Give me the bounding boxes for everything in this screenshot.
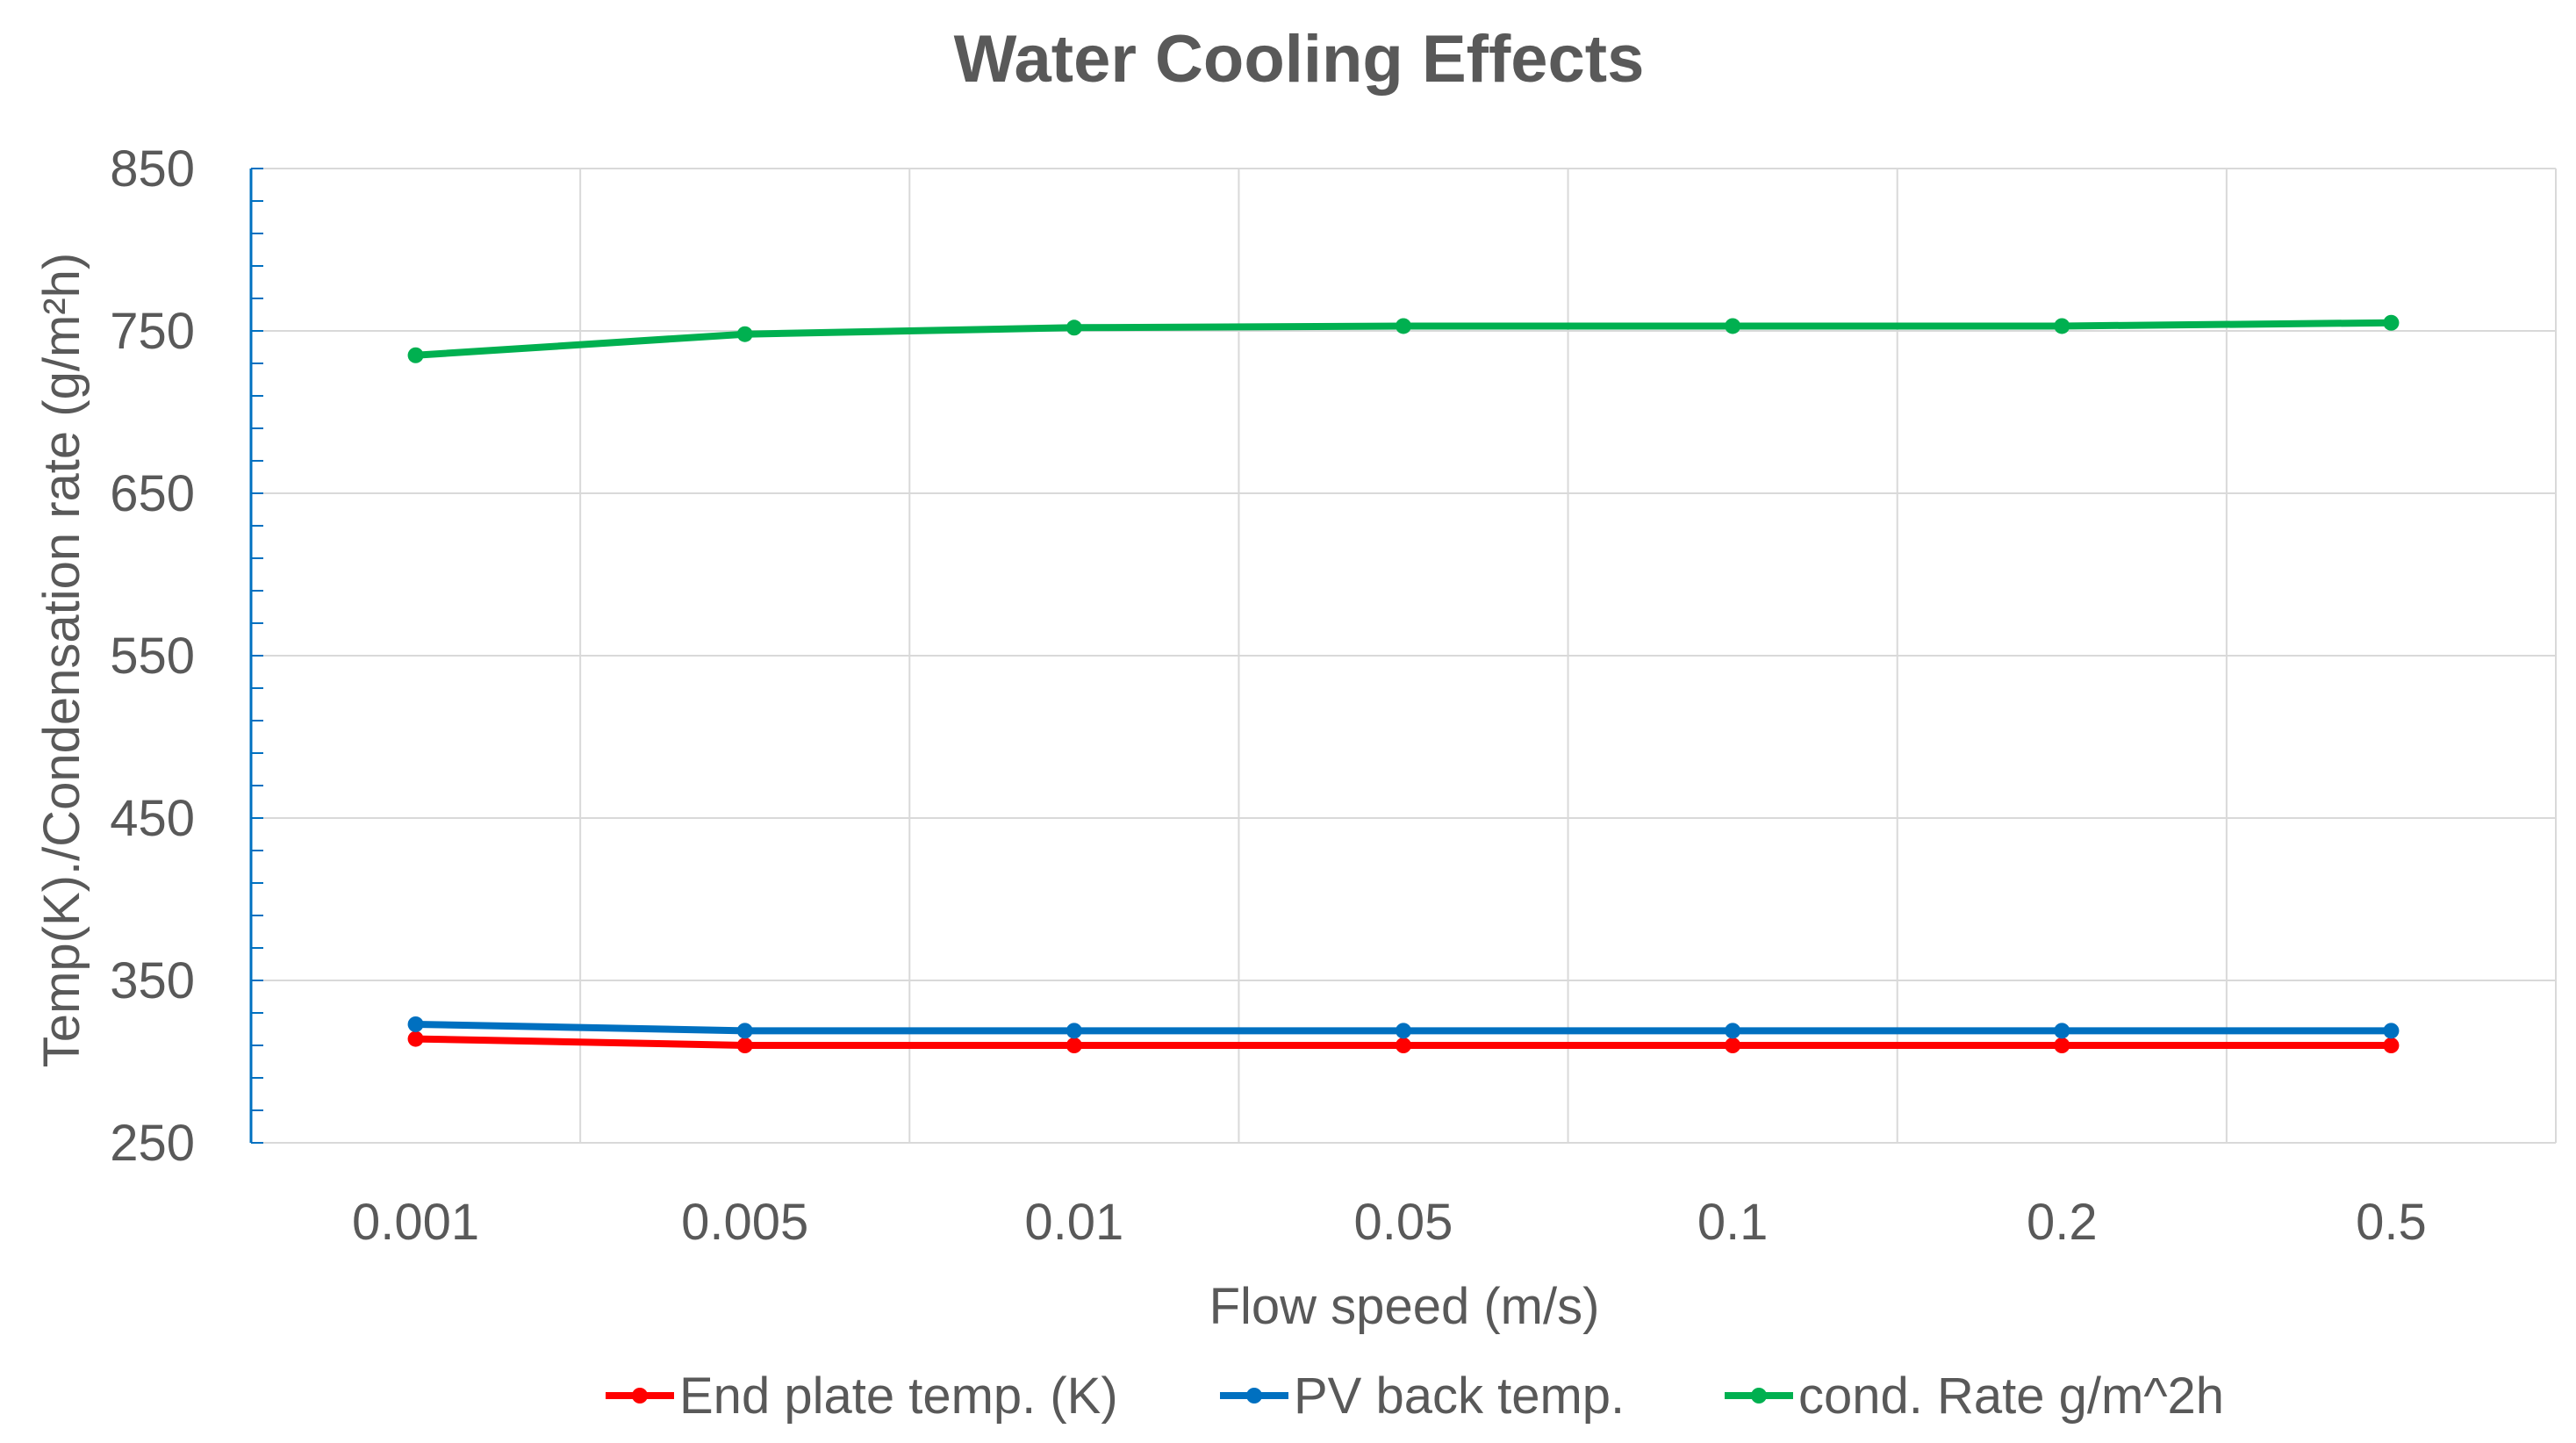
y-tick-label: 550 [110,628,195,685]
data-point [407,1030,424,1047]
legend-label: PV back temp. [1294,1368,1625,1425]
y-tick-label: 350 [110,952,195,1009]
data-point [2054,1023,2070,1039]
y-tick-label: 250 [110,1115,195,1172]
data-point [407,1016,424,1032]
y-tick-label: 650 [110,465,195,522]
data-point [2383,1023,2400,1039]
series-2 [407,1016,2400,1039]
legend-item: cond. Rate g/m^2h [1725,1368,2224,1425]
grid-lines [251,168,2557,1143]
y-tick-label: 850 [110,140,195,197]
legend-swatch-marker [1751,1388,1767,1404]
y-tick-label: 450 [110,790,195,847]
data-point [1066,1037,1082,1053]
x-tick-label: 0.005 [681,1194,808,1251]
legend-item: End plate temp. (K) [606,1368,1118,1425]
data-point [2383,314,2400,331]
axes [249,168,2556,1144]
y-tick-labels: 250 350 450 550 650 750 850 [110,140,195,1172]
data-point [2383,1037,2400,1053]
x-tick-label: 0.001 [352,1194,479,1251]
series-1 [407,1030,2400,1053]
data-point [1066,319,1082,336]
data-point [1396,1023,1411,1039]
data-point [1725,1037,1741,1053]
data-point [1396,318,1411,334]
x-axis-label: Flow speed (m/s) [1209,1278,1600,1335]
data-point [1725,1023,1741,1039]
x-tick-label: 0.05 [1354,1194,1453,1251]
data-point [736,1023,753,1039]
data-point [2054,1037,2070,1053]
data-point [2054,318,2070,334]
data-point [1725,318,1741,334]
legend: End plate temp. (K) PV back temp. cond. Ra… [606,1368,2224,1425]
legend-label: End plate temp. (K) [679,1368,1118,1425]
legend-label: cond. Rate g/m^2h [1798,1368,2224,1425]
data-point [407,347,424,363]
series-3 [407,314,2400,363]
data-point [1396,1037,1411,1053]
legend-swatch-marker [632,1388,648,1404]
y-tick-label: 750 [110,303,195,360]
x-tick-labels: 0.001 0.005 0.01 0.05 0.1 0.2 0.5 [352,1194,2427,1251]
data-series [407,314,2400,1053]
x-tick-label: 0.01 [1024,1194,1123,1251]
data-point [736,1037,753,1053]
legend-item: PV back temp. [1220,1368,1625,1425]
x-tick-label: 0.2 [2027,1194,2098,1251]
x-tick-label: 0.5 [2356,1194,2427,1251]
x-tick-label: 0.1 [1697,1194,1769,1251]
y-axis-label: Temp(K)./Condensation rate (g/m²h) [33,253,90,1067]
chart-title: Water Cooling Effects [954,22,1645,97]
legend-swatch-marker [1246,1388,1262,1404]
data-point [736,326,753,342]
data-point [1066,1023,1082,1039]
